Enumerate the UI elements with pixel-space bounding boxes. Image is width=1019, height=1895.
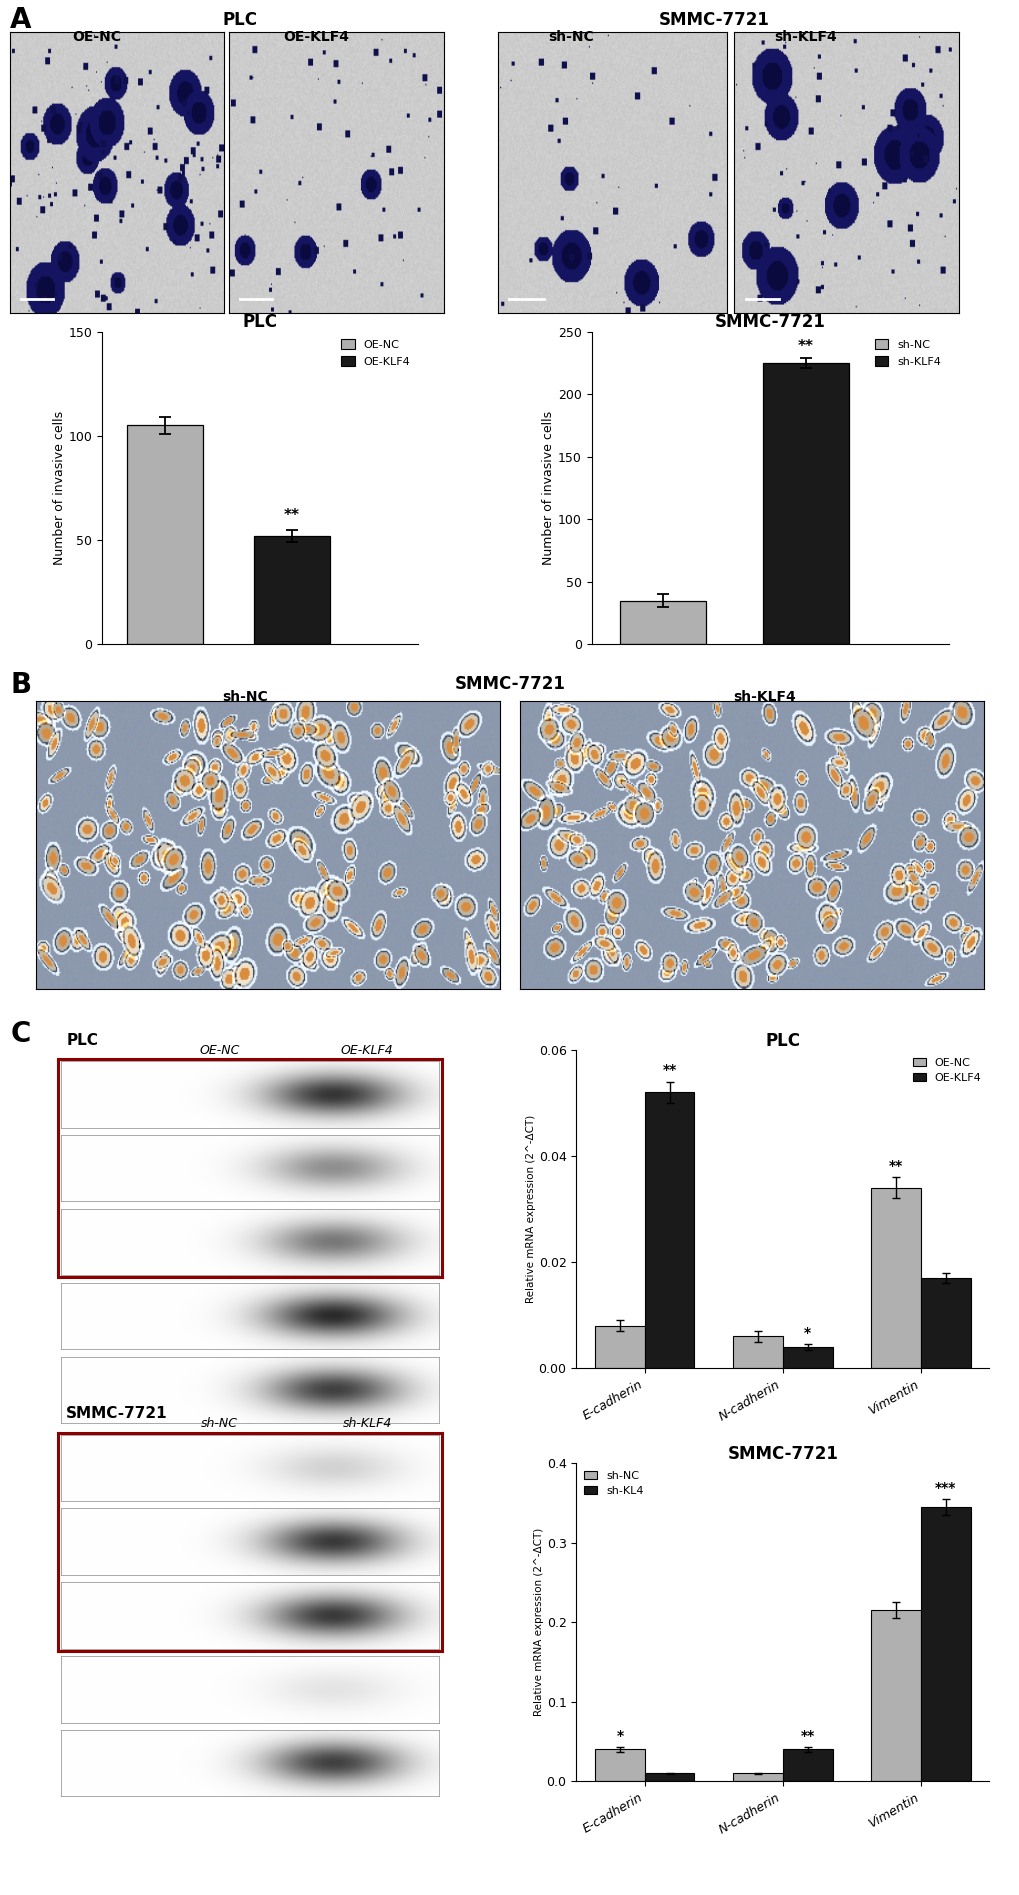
Text: C: C <box>10 1020 31 1048</box>
Text: PLC: PLC <box>66 1033 98 1048</box>
Legend: OE-NC, OE-KLF4: OE-NC, OE-KLF4 <box>910 1056 983 1086</box>
Text: sh-NC: sh-NC <box>222 690 267 703</box>
Text: OE-NC: OE-NC <box>72 30 121 44</box>
Bar <box>254 536 329 644</box>
Bar <box>783 1347 832 1368</box>
Legend: sh-NC, sh-KL4: sh-NC, sh-KL4 <box>581 1469 645 1499</box>
Y-axis label: Relative mRNA expression (2^-ΔCT): Relative mRNA expression (2^-ΔCT) <box>525 1114 535 1304</box>
Bar <box>762 362 848 644</box>
Bar <box>644 1092 694 1368</box>
Bar <box>127 424 203 644</box>
Bar <box>870 1188 920 1368</box>
Bar <box>920 1507 970 1781</box>
Text: A: A <box>10 6 32 34</box>
Bar <box>870 1611 920 1781</box>
Bar <box>594 1326 644 1368</box>
Text: **: ** <box>797 339 813 354</box>
Text: OE-NC: OE-NC <box>199 1044 239 1057</box>
Bar <box>733 1774 783 1781</box>
Bar <box>620 601 705 644</box>
Text: sh-KLF4: sh-KLF4 <box>342 1417 391 1431</box>
Title: SMMC-7721: SMMC-7721 <box>727 1444 838 1463</box>
Y-axis label: Number of invasive cells: Number of invasive cells <box>53 411 65 565</box>
Bar <box>733 1336 783 1368</box>
Text: B: B <box>10 671 32 699</box>
Text: *: * <box>615 1728 623 1743</box>
Text: SMMC-7721: SMMC-7721 <box>454 675 565 692</box>
Bar <box>783 1749 832 1781</box>
Text: **: ** <box>889 1160 902 1173</box>
Bar <box>920 1277 970 1368</box>
Bar <box>594 1749 644 1781</box>
Text: sh-NC: sh-NC <box>548 30 593 44</box>
Text: **: ** <box>283 508 300 523</box>
Text: PLC: PLC <box>222 11 257 28</box>
Title: PLC: PLC <box>764 1031 800 1050</box>
Text: **: ** <box>662 1063 676 1078</box>
Title: SMMC-7721: SMMC-7721 <box>714 313 824 332</box>
Text: SMMC-7721: SMMC-7721 <box>658 11 768 28</box>
Text: OE-KLF4: OE-KLF4 <box>340 1044 393 1057</box>
Bar <box>644 1774 694 1781</box>
Text: **: ** <box>800 1728 814 1743</box>
Text: sh-NC: sh-NC <box>201 1417 237 1431</box>
Text: *: * <box>803 1326 810 1340</box>
Text: sh-KLF4: sh-KLF4 <box>773 30 837 44</box>
Legend: OE-NC, OE-KLF4: OE-NC, OE-KLF4 <box>339 337 413 370</box>
Text: sh-KLF4: sh-KLF4 <box>733 690 796 703</box>
Title: PLC: PLC <box>243 313 277 332</box>
Text: ***: *** <box>934 1480 956 1495</box>
Text: OE-KLF4: OE-KLF4 <box>283 30 348 44</box>
Y-axis label: Relative mRNA expression (2^-ΔCT): Relative mRNA expression (2^-ΔCT) <box>533 1527 543 1717</box>
Text: SMMC-7721: SMMC-7721 <box>66 1406 168 1421</box>
Legend: sh-NC, sh-KLF4: sh-NC, sh-KLF4 <box>871 337 943 370</box>
Y-axis label: Number of invasive cells: Number of invasive cells <box>542 411 554 565</box>
